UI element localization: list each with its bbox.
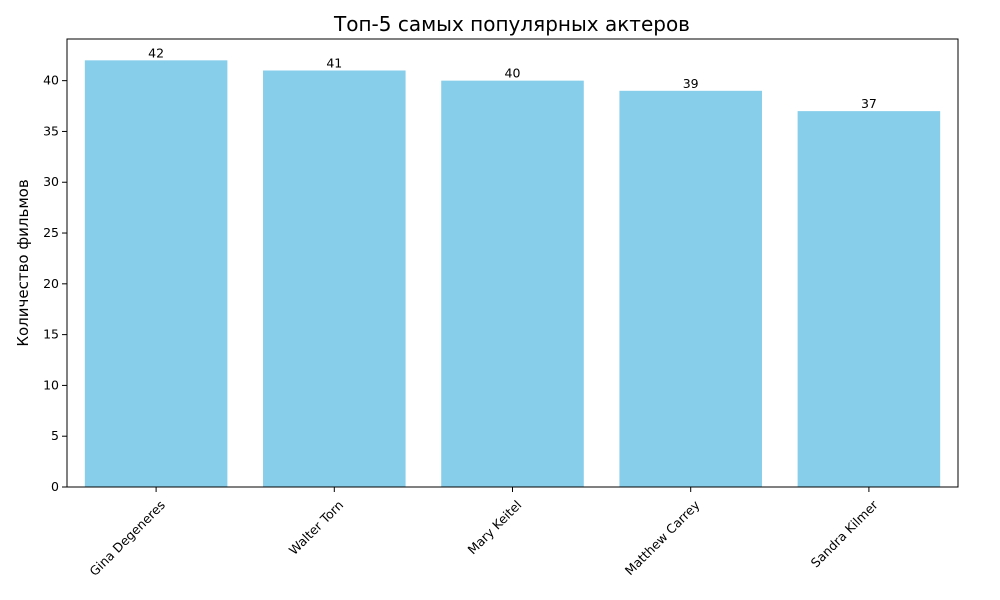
y-tick-label: 15	[43, 327, 59, 342]
bar	[84, 60, 228, 487]
bar-value-label: 41	[326, 55, 342, 70]
bars-layer	[84, 60, 941, 488]
y-tick-label: 5	[51, 428, 59, 443]
x-axis: Gina Degeneres Walter Torn Mary Keitel Matt…	[86, 487, 881, 579]
bar-value-label: 42	[148, 45, 164, 60]
plot-frame	[66, 38, 959, 488]
x-tick-label: Matthew Carrey	[622, 497, 703, 578]
bar-value-label: 37	[861, 96, 877, 111]
x-tick-label: Walter Torn	[286, 497, 346, 557]
x-tick-label: Mary Keitel	[464, 497, 524, 557]
bar	[797, 111, 941, 487]
x-tick-label: Sandra Kilmer	[808, 497, 882, 571]
bar-value-label: 40	[505, 66, 521, 81]
bar-value-label: 39	[683, 76, 699, 91]
y-tick-label: 10	[43, 377, 59, 392]
chart-title: Топ-5 самых популярных актеров	[333, 12, 690, 36]
y-axis-label: Количество фильмов	[14, 179, 32, 346]
bar	[619, 90, 762, 488]
y-tick-label: 35	[43, 123, 59, 138]
y-tick-label: 25	[43, 225, 59, 240]
bar	[441, 80, 584, 488]
y-tick-label: 20	[43, 276, 59, 291]
data-labels-layer: 42 41 40 39 37	[148, 45, 877, 111]
y-tick-label: 30	[43, 174, 59, 189]
y-axis: 0 5 10 15 20 25 30 35 40	[43, 73, 67, 494]
x-tick-label: Gina Degeneres	[86, 497, 168, 579]
y-tick-label: 40	[43, 73, 59, 88]
bar	[263, 70, 406, 487]
y-tick-label: 0	[51, 479, 59, 494]
